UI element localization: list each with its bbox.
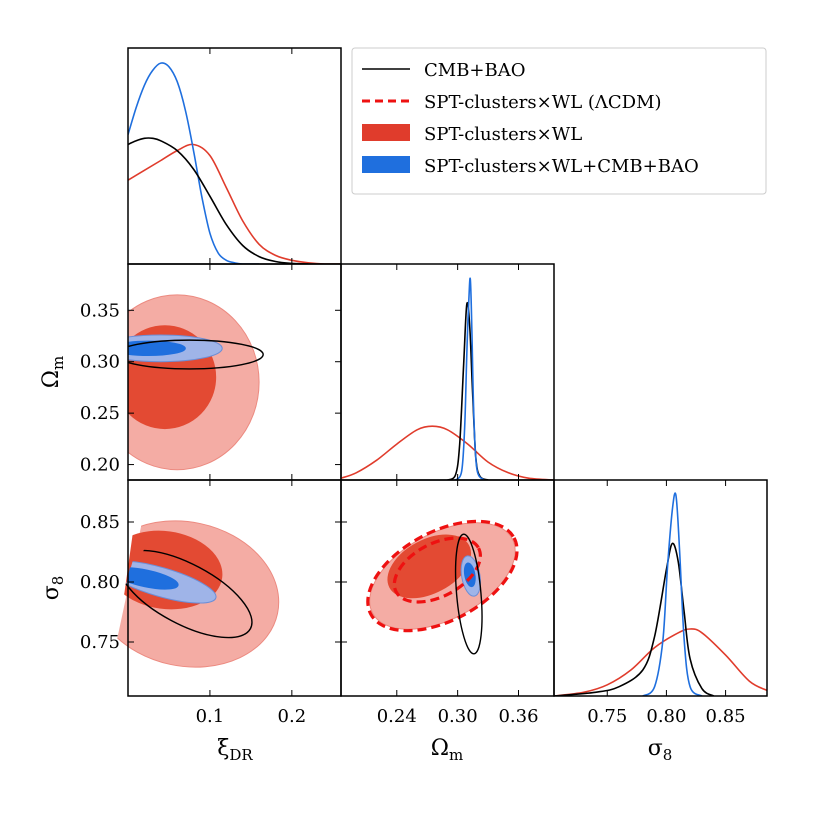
axis-ticks: 0.1 0.2 0.24 0.30 0.36 0.75 0.80 0.85 0.20 0.25 0.…	[80, 48, 746, 727]
panel-frame	[340, 263, 555, 481]
xlabel-omega-m: Ωm	[431, 736, 463, 764]
contour-68-filled	[463, 562, 476, 588]
panel-omega-m-marginal	[340, 263, 555, 481]
x-tick-label: 0.1	[196, 706, 225, 727]
legend-swatch-spt-wl	[362, 124, 410, 141]
x-tick-label: 0.30	[438, 706, 478, 727]
panel-sigma8-marginal	[553, 479, 768, 697]
y-tick-label: 0.35	[80, 300, 120, 321]
xlabel-sigma8-sub: 8	[663, 746, 673, 764]
marginal-line	[341, 425, 554, 480]
ylabel-omega-m-sub: m	[49, 356, 67, 370]
x-tick-label: 0.2	[278, 706, 307, 727]
omega-m-marginal-curves	[341, 277, 554, 480]
ylabel-omega-m-symbol: Ω	[39, 370, 64, 388]
sigma8-vs-xi-dr-contours	[105, 520, 280, 668]
marginal-line	[128, 137, 309, 264]
xlabel-xi-dr-sub: DR	[229, 746, 253, 764]
legend-box	[351, 47, 767, 195]
y-tick-label: 0.85	[80, 512, 120, 533]
x-tick-label: 0.85	[706, 706, 746, 727]
x-tick-label: 0.24	[377, 706, 417, 727]
x-tick-label: 0.80	[646, 706, 686, 727]
marginal-line	[554, 628, 767, 696]
contour-68-filled	[128, 340, 186, 357]
panel-frame	[127, 47, 342, 265]
xlabel-omega-m-symbol: Ω	[431, 736, 449, 761]
y-tick-label: 0.80	[80, 572, 120, 593]
x-tick-label: 0.75	[587, 706, 627, 727]
marginal-line	[554, 542, 715, 696]
panel-frame	[553, 479, 768, 697]
axis-labels: ξDR Ωm σ8 Ωm σ8	[39, 356, 672, 764]
y-tick-label: 0.20	[80, 455, 120, 476]
marginal-line	[128, 62, 260, 264]
marginal-line	[454, 277, 485, 480]
xlabel-xi-dr-symbol: ξ	[217, 736, 229, 761]
xlabel-xi-dr: ξDR	[217, 736, 253, 764]
y-tick-label: 0.30	[80, 352, 120, 373]
sigma8-marginal-curves	[554, 492, 767, 696]
y-tick-label: 0.75	[80, 632, 120, 653]
ylabel-sigma8-symbol: σ	[39, 585, 64, 600]
legend-label-cmb-bao: CMB+BAO	[424, 60, 526, 81]
legend-label-lcdm: SPT-clusters×WL (ΛCDM)	[424, 92, 662, 113]
ylabel-sigma8-sub: 8	[49, 576, 67, 586]
panel-omega-m-vs-xi-dr	[127, 263, 342, 481]
marginal-line	[128, 143, 341, 264]
xlabel-sigma8: σ8	[648, 736, 673, 764]
panel-xi-dr-marginal	[127, 47, 342, 265]
ylabel-omega-m: Ωm	[39, 356, 67, 388]
contour-95-line	[454, 533, 483, 655]
omega-m-vs-xi-dr-contours	[128, 294, 264, 471]
xlabel-sigma8-symbol: σ	[648, 736, 663, 761]
contour-68-filled	[387, 534, 472, 599]
contour-95-line	[128, 339, 264, 370]
legend-swatch-combined	[362, 156, 410, 173]
legend-label-spt-wl: SPT-clusters×WL	[424, 124, 582, 145]
x-tick-label: 0.36	[498, 706, 538, 727]
y-tick-label: 0.25	[80, 403, 120, 424]
legend: CMB+BAO SPT-clusters×WL (ΛCDM) SPT-clust…	[351, 47, 767, 195]
xlabel-omega-m-sub: m	[449, 746, 463, 764]
legend-label-combined: SPT-clusters×WL+CMB+BAO	[424, 156, 699, 177]
sigma8-vs-omega-m-contours	[366, 519, 519, 655]
marginal-line	[642, 492, 703, 696]
ylabel-sigma8: σ8	[39, 576, 67, 601]
xi-dr-marginal-curves	[128, 62, 341, 264]
panel-sigma8-vs-omega-m	[340, 479, 555, 697]
